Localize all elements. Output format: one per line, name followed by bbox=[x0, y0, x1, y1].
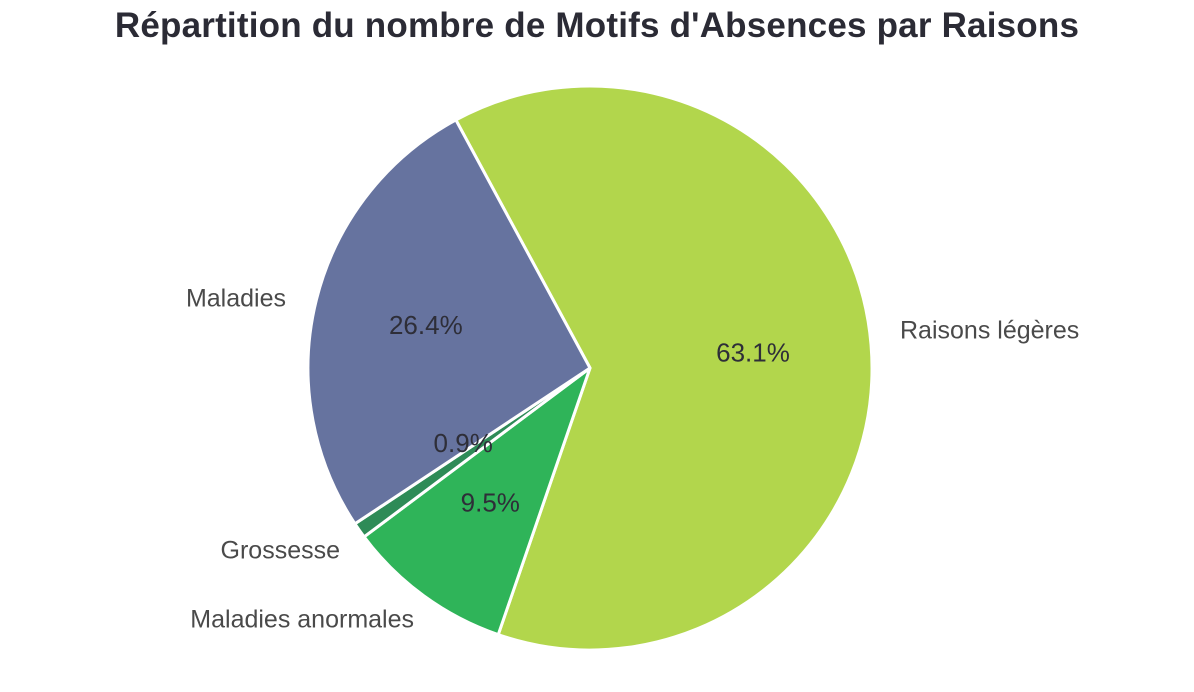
percentage-label: 26.4% bbox=[389, 310, 463, 340]
label-raisons-legeres: Raisons légères bbox=[900, 317, 1079, 345]
percentage-label: 0.9% bbox=[434, 428, 493, 458]
label-maladies-anormales: Maladies anormales bbox=[190, 606, 414, 634]
label-grossesse: Grossesse bbox=[221, 537, 340, 565]
slice-maladies-anormales bbox=[362, 366, 592, 637]
chart-title: Répartition du nombre de Motifs d'Absenc… bbox=[114, 6, 1080, 45]
category-labels: Raisons légères Maladies anormales Grosses… bbox=[186, 285, 1079, 634]
slice-maladies bbox=[306, 118, 592, 526]
percentage-label: 63.1% bbox=[716, 337, 790, 367]
percentage-labels: 63.1% 9.5% 0.9% 26.4% bbox=[389, 310, 790, 518]
label-maladies: Maladies bbox=[186, 285, 286, 313]
pie-slices bbox=[306, 84, 874, 652]
slice-raisons-legeres bbox=[454, 84, 874, 652]
percentage-label: 9.5% bbox=[461, 488, 520, 518]
